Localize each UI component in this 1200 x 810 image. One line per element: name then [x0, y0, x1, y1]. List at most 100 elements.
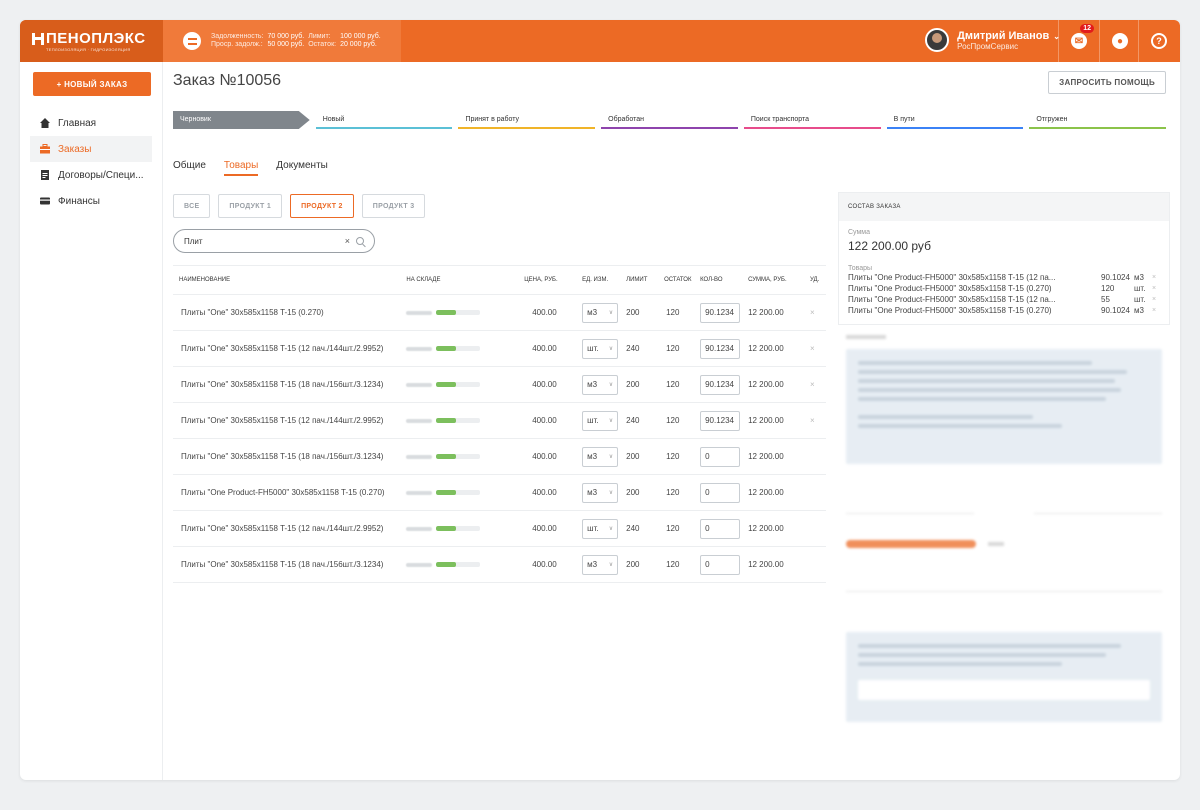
table-row: Плиты "One" 30x585x1158 T-15 (18 пач./15… [173, 438, 826, 475]
col-name-header[interactable]: НАИМЕНОВАНИЕ [173, 265, 401, 295]
qty-cell: 0 [694, 546, 743, 583]
filter-all-button[interactable]: ВСЕ [173, 194, 211, 218]
goods-name: Плиты "One Product-FH5000" 30x585x1158 T… [848, 306, 1052, 315]
qty-cell: 90.1234 [694, 366, 743, 403]
delete-icon[interactable]: × [809, 380, 815, 389]
product-name[interactable]: Плиты "One" 30x585x1158 T-15 (12 пач./14… [173, 510, 401, 547]
col-rest-header[interactable]: ОСТАТОК [658, 265, 695, 295]
unit-cell: шт. ∨ [576, 330, 621, 367]
product-name[interactable]: Плиты "One" 30x585x1158 T-15 (12 пач./14… [173, 330, 401, 367]
card-icon [40, 196, 50, 206]
delete-icon[interactable]: × [809, 344, 815, 353]
product-name[interactable]: Плиты "One" 30x585x1158 T-15 (12 пач./14… [173, 402, 401, 439]
unit-select[interactable]: шт. ∨ [582, 410, 619, 431]
debt-label: Задолженность: [211, 33, 264, 40]
col-unit-header[interactable]: ЕД. ИЗМ. [576, 265, 621, 295]
quantity-input[interactable]: 90.1234 [700, 374, 741, 395]
rest-cell: 120 [658, 510, 695, 547]
help-button[interactable]: ? [1138, 20, 1172, 62]
unit-select[interactable]: м3 ∨ [582, 446, 619, 467]
sum-cell: 12 200.00 [742, 330, 804, 367]
quantity-input[interactable]: 0 [700, 482, 741, 503]
search-input[interactable]: Плит × [173, 229, 375, 253]
clear-icon[interactable]: × [344, 236, 350, 246]
sum-cell: 12 200.00 [742, 546, 804, 583]
table-row: Плиты "One" 30x585x1158 T-15 (12 пач./14… [173, 330, 826, 367]
list-item: Плиты "One Product-FH5000" 30x585x1158 T… [848, 272, 1160, 283]
sum-label: Сумма [848, 229, 870, 236]
filter-product-2-button[interactable]: ПРОДУКТ 2 [290, 194, 354, 218]
delete-icon[interactable]: × [809, 416, 815, 425]
request-help-button[interactable]: ЗАПРОСИТЬ ПОМОЩЬ [1048, 71, 1166, 94]
qty-cell: 90.1234 [694, 402, 743, 439]
brand-logo[interactable]: ПЕНОПЛЭКС ТЕПЛОИЗОЛЯЦИЯ · ГИДРОИЗОЛЯЦИЯ [20, 20, 163, 62]
overdue-label: Проср. задолж.: [211, 41, 263, 48]
stock-indicator [400, 546, 519, 583]
product-name[interactable]: Плиты "One" 30x585x1158 T-15 (0.270) [173, 294, 401, 331]
quantity-input[interactable]: 0 [700, 446, 741, 467]
stock-indicator [400, 474, 519, 511]
blurred-section [838, 335, 1170, 722]
qty-cell: 0 [694, 510, 743, 547]
user-menu[interactable]: Дмитрий Иванов ⌄ РосПромСервис [925, 28, 1060, 52]
debt-value: 70 000 руб. [267, 33, 305, 40]
quantity-input[interactable]: 90.1234 [700, 302, 741, 323]
order-summary-panel: СОСТАВ ЗАКАЗА Сумма 122 200.00 руб Товар… [838, 192, 1170, 780]
unit-cell: м3 ∨ [576, 438, 621, 475]
goods-unit: шт. [1134, 295, 1146, 304]
sidebar-item-orders[interactable]: Заказы [30, 136, 152, 162]
stock-bar [436, 490, 481, 495]
delete-icon[interactable]: × [809, 308, 815, 317]
col-qty-header[interactable]: КОЛ-ВО [694, 265, 743, 295]
goods-unit: м3 [1134, 273, 1144, 282]
col-delete-header: УД. [803, 265, 826, 295]
sidebar-item-label: Договоры/Специ... [58, 169, 144, 181]
unit-value: м3 [587, 452, 598, 461]
stock-bar [436, 454, 481, 459]
sidebar-item-finance[interactable]: Финансы [30, 188, 152, 214]
limit-cell: 240 [620, 402, 659, 439]
unit-select[interactable]: м3 ∨ [582, 374, 619, 395]
product-name[interactable]: Плиты "One" 30x585x1158 T-15 (18 пач./15… [173, 546, 401, 583]
sidebar-item-label: Заказы [58, 143, 92, 155]
filter-product-1-button[interactable]: ПРОДУКТ 1 [218, 194, 283, 218]
remove-icon[interactable]: × [1152, 296, 1157, 303]
quantity-input[interactable]: 90.1234 [700, 338, 741, 359]
product-name[interactable]: Плиты "One Product-FH5000" 30x585x1158 T… [173, 474, 401, 511]
quantity-input[interactable]: 0 [700, 554, 741, 575]
tab-goods[interactable]: Товары [223, 160, 259, 176]
goods-qty: 90.1024 [1101, 273, 1130, 282]
sidebar-item-home[interactable]: Главная [30, 110, 152, 136]
quantity-input[interactable]: 90.1234 [700, 410, 741, 431]
qty-value: 90.1234 [705, 416, 734, 425]
tab-documents[interactable]: Документы [276, 160, 328, 171]
brand-tagline: ТЕПЛОИЗОЛЯЦИЯ · ГИДРОИЗОЛЯЦИЯ [46, 47, 131, 52]
quantity-input[interactable]: 0 [700, 518, 741, 539]
chat-button[interactable]: ✉ 12 [1058, 20, 1094, 62]
unit-select[interactable]: м3 ∨ [582, 554, 619, 575]
col-sum-header[interactable]: СУММА, РУБ. [742, 265, 804, 295]
col-stock-header[interactable]: НА СКЛАДЕ [400, 265, 519, 295]
tab-general[interactable]: Общие [173, 160, 206, 171]
remove-icon[interactable]: × [1152, 307, 1157, 314]
remove-icon[interactable]: × [1152, 274, 1157, 281]
unit-select[interactable]: шт. ∨ [582, 518, 619, 539]
delete-cell [803, 438, 826, 475]
stock-bar [436, 382, 481, 387]
notifications-button[interactable]: ● [1099, 20, 1133, 62]
unit-select[interactable]: м3 ∨ [582, 302, 619, 323]
remove-icon[interactable]: × [1152, 285, 1157, 292]
col-price-header[interactable]: ЦЕНА, РУБ. [518, 265, 577, 295]
unit-select[interactable]: шт. ∨ [582, 338, 619, 359]
unit-select[interactable]: м3 ∨ [582, 482, 619, 503]
product-name[interactable]: Плиты "One" 30x585x1158 T-15 (18 пач./15… [173, 366, 401, 403]
search-icon[interactable] [356, 237, 364, 245]
limit-cell: 200 [620, 438, 659, 475]
stock-indicator [400, 402, 519, 439]
sidebar-item-contracts[interactable]: Договоры/Специ... [30, 162, 152, 188]
product-name[interactable]: Плиты "One" 30x585x1158 T-15 (18 пач./15… [173, 438, 401, 475]
filter-product-3-button[interactable]: ПРОДУКТ 3 [361, 194, 426, 218]
col-limit-header[interactable]: ЛИМИТ [620, 265, 659, 295]
chevron-down-icon: ∨ [608, 382, 614, 388]
new-order-button[interactable]: + НОВЫЙ ЗАКАЗ [33, 72, 151, 96]
